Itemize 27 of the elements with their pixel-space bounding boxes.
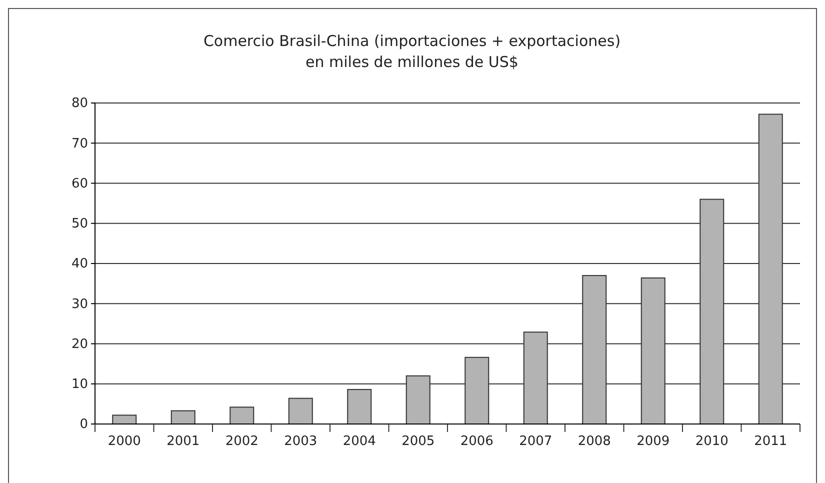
x-tick-label: 2000 bbox=[108, 434, 141, 450]
y-tick-label: 40 bbox=[71, 256, 88, 272]
x-tick-label: 2010 bbox=[695, 434, 728, 450]
bar bbox=[230, 406, 254, 424]
y-tick-label: 50 bbox=[71, 216, 88, 232]
y-tick-label: 30 bbox=[71, 296, 88, 312]
x-tick-label: 2009 bbox=[636, 434, 670, 450]
y-tick-label: 70 bbox=[71, 136, 88, 152]
bar bbox=[112, 414, 137, 424]
x-tick-label: 2006 bbox=[460, 434, 494, 450]
chart-title: Comercio Brasil-China (importaciones + exportaciones) en miles de millones de US$ bbox=[203, 32, 621, 71]
x-tick-label: 2011 bbox=[754, 434, 788, 450]
x-tick-label: 2005 bbox=[402, 434, 435, 450]
bar bbox=[288, 398, 313, 424]
y-tick-label: 60 bbox=[71, 176, 88, 192]
y-tick-label: 80 bbox=[71, 96, 88, 112]
x-tick-label: 2004 bbox=[342, 434, 376, 450]
bar bbox=[170, 410, 196, 424]
x-tick-label: 2008 bbox=[578, 434, 611, 450]
x-tick-label: 2003 bbox=[284, 434, 318, 450]
x-tick-label: 2002 bbox=[225, 434, 258, 450]
y-tick-label: 10 bbox=[71, 377, 88, 392]
x-tick-label: 2007 bbox=[519, 434, 552, 450]
y-tick-label: 0 bbox=[80, 417, 88, 432]
bar bbox=[347, 388, 372, 424]
y-tick-label: 20 bbox=[71, 336, 88, 352]
x-tick-label: 2001 bbox=[166, 434, 200, 450]
